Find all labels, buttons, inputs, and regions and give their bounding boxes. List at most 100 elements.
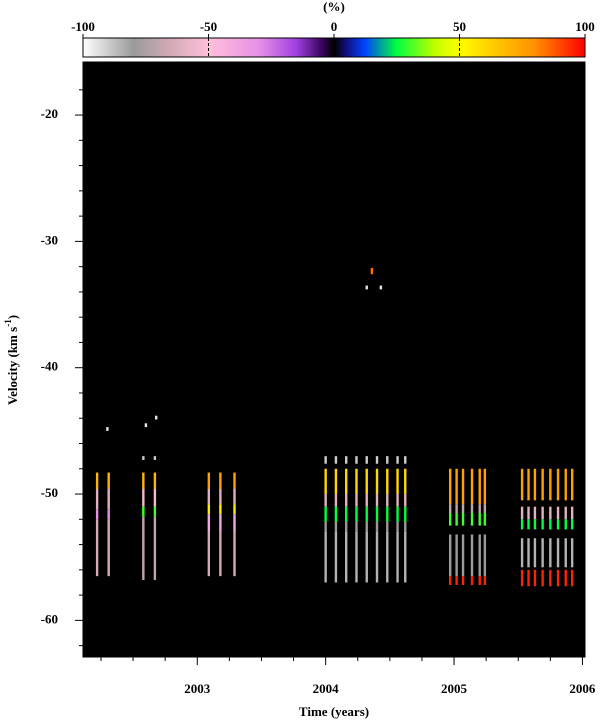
data-cell <box>564 569 567 587</box>
y-axis-label: Velocity (km s-1) <box>3 315 20 405</box>
colorbar-tick-label: -100 <box>71 19 95 34</box>
data-cell <box>365 494 368 507</box>
data-cell <box>461 576 465 585</box>
data-cell <box>533 519 537 530</box>
data-cell <box>375 521 379 532</box>
data-cell <box>154 415 158 420</box>
data-cell <box>153 488 157 507</box>
data-cell <box>570 468 574 501</box>
data-cell <box>233 531 236 577</box>
data-cell <box>404 468 407 495</box>
data-cell <box>334 506 338 522</box>
data-cell <box>365 456 368 464</box>
data-cell <box>365 521 368 532</box>
data-cell <box>107 509 110 520</box>
data-cell <box>448 468 452 505</box>
x-tick-label: 2004 <box>313 681 340 696</box>
data-cell <box>153 516 157 580</box>
data-cell <box>527 506 530 520</box>
data-cell <box>396 506 399 522</box>
data-cell <box>95 488 99 510</box>
x-tick-label: 2006 <box>569 681 596 696</box>
data-cell <box>334 468 338 495</box>
data-cell <box>386 494 389 507</box>
data-cell <box>324 521 327 532</box>
data-cell <box>386 468 389 495</box>
data-cell <box>404 494 407 507</box>
x-axis-label: Time (years) <box>299 704 369 719</box>
data-cell <box>375 506 379 522</box>
data-cell <box>570 538 574 568</box>
data-cell <box>144 423 148 428</box>
data-cell <box>564 468 567 501</box>
data-cell <box>355 521 358 532</box>
data-cell <box>142 456 145 460</box>
data-cell <box>478 504 481 513</box>
data-cell <box>355 506 358 522</box>
data-cell <box>219 472 222 489</box>
data-cell <box>556 468 560 501</box>
data-cell <box>448 576 452 585</box>
data-cell <box>455 512 458 526</box>
data-cell <box>455 534 458 577</box>
data-cell <box>470 534 474 577</box>
data-cell <box>324 531 327 583</box>
data-cell <box>549 569 552 587</box>
data-cell <box>556 569 560 587</box>
data-cell <box>153 506 157 517</box>
data-cell <box>541 538 544 568</box>
data-cell <box>556 506 560 520</box>
data-cell <box>334 521 338 532</box>
data-cell <box>233 504 236 515</box>
data-cell <box>324 456 327 464</box>
plot-area <box>82 61 586 658</box>
data-cell <box>142 472 145 489</box>
data-cell <box>533 468 537 501</box>
data-cell <box>470 504 474 513</box>
data-cell <box>564 519 567 530</box>
data-cell <box>95 519 99 577</box>
data-cell <box>386 506 389 522</box>
data-cell <box>334 494 338 507</box>
y-tick-label: -50 <box>41 485 58 500</box>
colorbar-tick-label: -50 <box>200 19 217 34</box>
colorbar-tick-label: 100 <box>575 19 595 34</box>
data-cell <box>483 504 487 513</box>
data-cell <box>520 519 524 530</box>
data-cell <box>355 468 358 495</box>
data-cell <box>461 504 465 513</box>
data-cell <box>533 506 537 520</box>
data-cell <box>541 468 544 501</box>
data-cell <box>483 468 487 505</box>
data-cell <box>142 488 145 507</box>
data-cell <box>207 488 211 505</box>
data-cell <box>483 576 487 585</box>
data-cell <box>207 472 211 489</box>
data-cell <box>334 456 338 464</box>
data-cell <box>233 472 236 489</box>
data-cell <box>386 531 389 583</box>
data-cell <box>396 468 399 495</box>
data-cell <box>107 519 110 577</box>
data-cell <box>520 468 524 501</box>
y-label-end: ) <box>5 315 20 319</box>
data-cell <box>219 488 222 505</box>
data-cell <box>344 468 348 495</box>
data-cell <box>461 468 465 505</box>
colorbar <box>82 37 586 58</box>
data-cell <box>556 519 560 530</box>
colorbar-tick-label: 0 <box>331 19 338 34</box>
data-cell <box>461 534 465 577</box>
data-cell <box>379 285 383 290</box>
data-cell <box>541 569 544 587</box>
data-cell <box>527 569 530 587</box>
data-cell <box>344 531 348 583</box>
colorbar-tick-label: 50 <box>453 19 466 34</box>
data-cell <box>570 569 574 587</box>
x-tick-label: 2005 <box>441 681 468 696</box>
data-cell <box>404 521 407 532</box>
data-cell <box>549 519 552 530</box>
y-tick-label: -30 <box>41 232 58 247</box>
y-label-sup: -1 <box>3 319 13 327</box>
data-cell <box>556 538 560 568</box>
